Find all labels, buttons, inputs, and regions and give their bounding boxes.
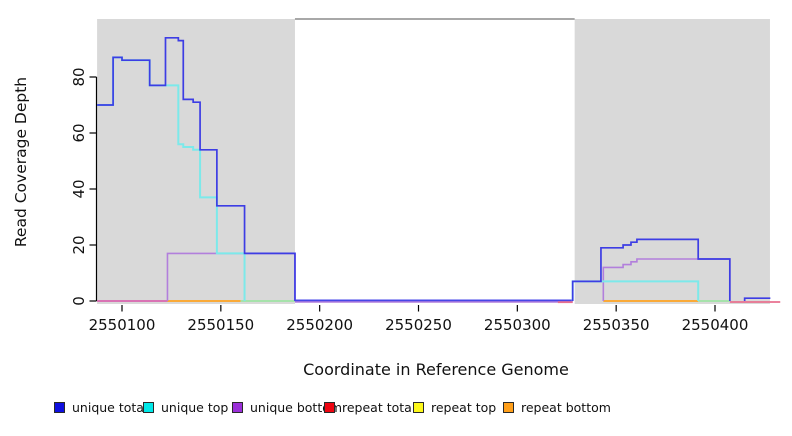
shaded-region — [574, 19, 770, 304]
legend-label: repeat top — [431, 399, 497, 415]
coverage-series — [97, 36, 781, 304]
axes: 0 20 40 60 80 2550100 2550150 2550200 2550250 255… — [70, 67, 748, 334]
legend-label: unique top — [161, 399, 229, 415]
x-tick-label: 2550100 — [89, 316, 156, 334]
legend: unique total unique top unique bottom repea… — [0, 399, 792, 421]
y-tick-label: 80 — [70, 67, 88, 86]
x-tick-label: 2550400 — [682, 316, 749, 334]
x-axis-title: Coordinate in Reference Genome — [303, 360, 569, 379]
legend-label: repeat bottom — [521, 399, 611, 415]
legend-swatch — [232, 401, 243, 413]
legend-label: unique total — [72, 399, 148, 415]
legend-item-repeat-bottom: repeat bottom — [503, 399, 611, 415]
legend-swatch — [503, 401, 514, 413]
legend-item-repeat-total: repeat total — [324, 399, 415, 415]
y-tick-label: 40 — [70, 179, 88, 198]
legend-label: repeat total — [342, 399, 416, 415]
legend-item-unique-top: unique top — [143, 399, 228, 415]
shaded-region — [97, 19, 295, 304]
legend-swatch — [324, 401, 335, 413]
x-tick-label: 2550300 — [484, 316, 551, 334]
legend-swatch — [54, 401, 65, 413]
legend-item-repeat-top: repeat top — [413, 399, 496, 415]
y-tick-label: 60 — [70, 123, 88, 142]
y-tick-label: 0 — [70, 296, 88, 306]
shaded-regions — [97, 18, 770, 304]
legend-label: unique bottom — [250, 399, 343, 415]
x-tick-label: 2550150 — [187, 316, 254, 334]
series-unique-total-line — [97, 36, 771, 301]
y-axis-title: Read Coverage Depth — [12, 77, 30, 247]
y-tick-label: 20 — [70, 235, 88, 254]
x-tick-label: 2550200 — [286, 316, 353, 334]
legend-swatch — [413, 401, 424, 413]
x-tick-label: 2550350 — [583, 316, 650, 334]
x-tick-label: 2550250 — [385, 316, 452, 334]
legend-item-unique-bottom: unique bottom — [232, 399, 342, 415]
legend-swatch — [143, 401, 154, 413]
legend-item-unique-total: unique total — [54, 399, 147, 415]
